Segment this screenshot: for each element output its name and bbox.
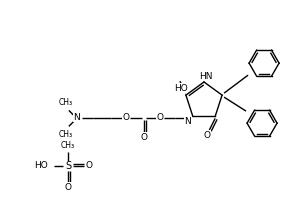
Text: N: N — [185, 117, 191, 126]
Text: O: O — [156, 113, 163, 122]
Text: HN: HN — [199, 71, 213, 80]
Text: O: O — [204, 131, 211, 140]
Text: O: O — [65, 183, 72, 192]
Text: N: N — [73, 113, 80, 122]
Text: HO: HO — [34, 162, 48, 171]
Text: O: O — [140, 133, 147, 142]
Text: S: S — [65, 161, 71, 171]
Text: O: O — [85, 162, 92, 171]
Text: HO: HO — [174, 84, 188, 93]
Text: CH₃: CH₃ — [59, 130, 73, 139]
Text: CH₃: CH₃ — [59, 98, 73, 107]
Text: CH₃: CH₃ — [61, 141, 75, 150]
Text: O: O — [122, 113, 129, 122]
